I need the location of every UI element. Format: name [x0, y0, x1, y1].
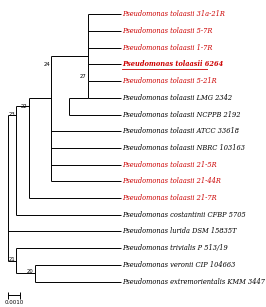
Text: Pseudomonas veronii CIP 104663: Pseudomonas veronii CIP 104663 — [122, 261, 235, 269]
Text: Pseudomonas tolaasii 5-7R: Pseudomonas tolaasii 5-7R — [122, 27, 212, 35]
Text: Pseudomonas tolaasii 1-7R: Pseudomonas tolaasii 1-7R — [122, 44, 212, 52]
Text: 0.0010: 0.0010 — [4, 301, 23, 305]
Text: Pseudomonas tolaasii LMG 2342: Pseudomonas tolaasii LMG 2342 — [122, 94, 232, 102]
Text: Pseudomonas costantinii CFBP 5705: Pseudomonas costantinii CFBP 5705 — [122, 211, 246, 219]
Text: Pseudomonas tolaasii 6264: Pseudomonas tolaasii 6264 — [122, 60, 223, 68]
Text: Pseudomonas tolaasii NCPPB 2192: Pseudomonas tolaasii NCPPB 2192 — [122, 111, 240, 119]
Text: Pseudomonas tolaasii 31a-21R: Pseudomonas tolaasii 31a-21R — [122, 10, 225, 18]
Text: Pseudomonas trivialis P 513/19: Pseudomonas trivialis P 513/19 — [122, 244, 228, 252]
Text: 21: 21 — [9, 257, 15, 262]
Text: Pseudomonas tolaasii 21-7R: Pseudomonas tolaasii 21-7R — [122, 194, 217, 202]
Text: Pseudomonas lurida DSM 15835T: Pseudomonas lurida DSM 15835T — [122, 227, 236, 235]
Text: Pseudomonas tolaasii ATCC 33618: Pseudomonas tolaasii ATCC 33618 — [122, 127, 239, 135]
Text: Pseudomonas tolaasii 5-21R: Pseudomonas tolaasii 5-21R — [122, 77, 217, 85]
Text: 27: 27 — [80, 74, 87, 79]
Text: 22: 22 — [21, 104, 28, 109]
Text: Pseudomonas tolaasii 21-5R: Pseudomonas tolaasii 21-5R — [122, 161, 217, 169]
Text: 20: 20 — [27, 269, 34, 274]
Text: Pseudomonas tolaasii NBRC 103163: Pseudomonas tolaasii NBRC 103163 — [122, 144, 245, 152]
Text: Pseudomonas tolaasii 21-44R: Pseudomonas tolaasii 21-44R — [122, 177, 221, 185]
Text: 23: 23 — [9, 112, 15, 117]
Text: 24: 24 — [44, 62, 51, 67]
Text: Pseudomonas extremorientalis KMM 3447: Pseudomonas extremorientalis KMM 3447 — [122, 278, 265, 286]
